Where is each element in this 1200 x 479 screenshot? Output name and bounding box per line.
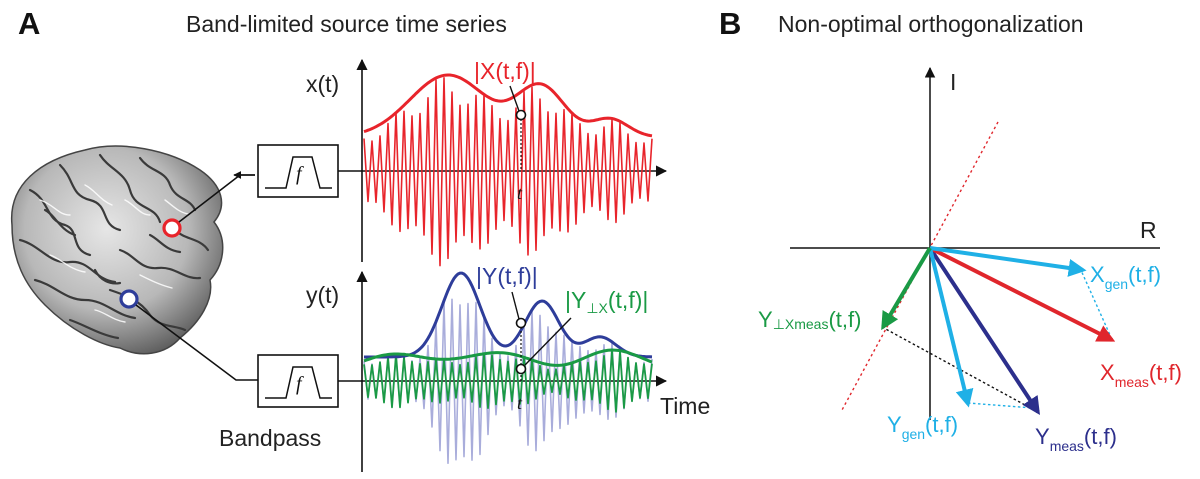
brain-image (10, 145, 224, 355)
x-gen-vector (929, 246, 1087, 277)
time-marker-top: t (517, 183, 523, 203)
y-orth-callout-line (524, 317, 572, 366)
y-oscillation (363, 298, 653, 464)
y-orth-carrier-wave (363, 349, 653, 413)
y-gen-label: Ygen(t,f) (887, 412, 958, 442)
x-axis-label: x(t) (306, 71, 339, 97)
panel-b-title: Non-optimal orthogonalization (778, 11, 1084, 37)
projection-dotted (881, 326, 1037, 412)
y-orth-point (515, 363, 527, 375)
y-noise-dotted (967, 402, 1034, 409)
bandpass-filter-bottom: f (257, 354, 339, 408)
filter-symbol-top: f (296, 163, 304, 185)
x-envelope (363, 73, 653, 138)
y-gen-vector (928, 247, 974, 408)
real-axis-label: R (1140, 217, 1157, 243)
blue-source-connector (135, 304, 258, 381)
bandpass-label: Bandpass (219, 425, 321, 451)
bandpass-filter-top: f (257, 144, 339, 198)
x-meas-label: Xmeas(t,f) (1100, 360, 1182, 390)
x-gen-label: Xgen(t,f) (1090, 262, 1161, 292)
red-source-marker (162, 218, 182, 238)
x-env-point (515, 109, 527, 121)
blue-source-marker (119, 289, 139, 309)
x-oscillation (363, 77, 653, 267)
panel-a-title: Band-limited source time series (186, 11, 507, 37)
y-orth-oscillation (363, 349, 653, 413)
imag-axis-label: I (950, 69, 956, 95)
y-orth-envelope (363, 348, 653, 367)
x-envelope-label: |X(t,f)| (474, 58, 536, 84)
panel-a-letter: A (18, 6, 40, 41)
y-carrier-wave (363, 298, 653, 464)
x-meas-vector (929, 246, 1116, 342)
y-orth-vector (881, 246, 932, 331)
time-marker-bottom: t (517, 393, 523, 413)
y-orth-envelope-label: |Y⊥X(t,f)| (565, 287, 648, 316)
y-meas-vector (928, 246, 1040, 416)
y-env-point (515, 317, 527, 329)
y-axis-label: y(t) (306, 282, 339, 308)
time-axis-label: Time (660, 393, 710, 419)
y-env-callout-line (511, 291, 520, 320)
y-orth-label: Y⊥Xmeas(t,f) (758, 307, 861, 332)
panel-b-letter: B (719, 6, 741, 41)
x-env-callout-line (509, 85, 520, 112)
filter-symbol-bottom: f (296, 373, 304, 395)
x-noise-dotted (1079, 267, 1111, 336)
x-carrier-wave (363, 77, 653, 267)
y-meas-label: Ymeas(t,f) (1035, 424, 1117, 454)
y-envelope-label: |Y(t,f)| (476, 263, 538, 289)
